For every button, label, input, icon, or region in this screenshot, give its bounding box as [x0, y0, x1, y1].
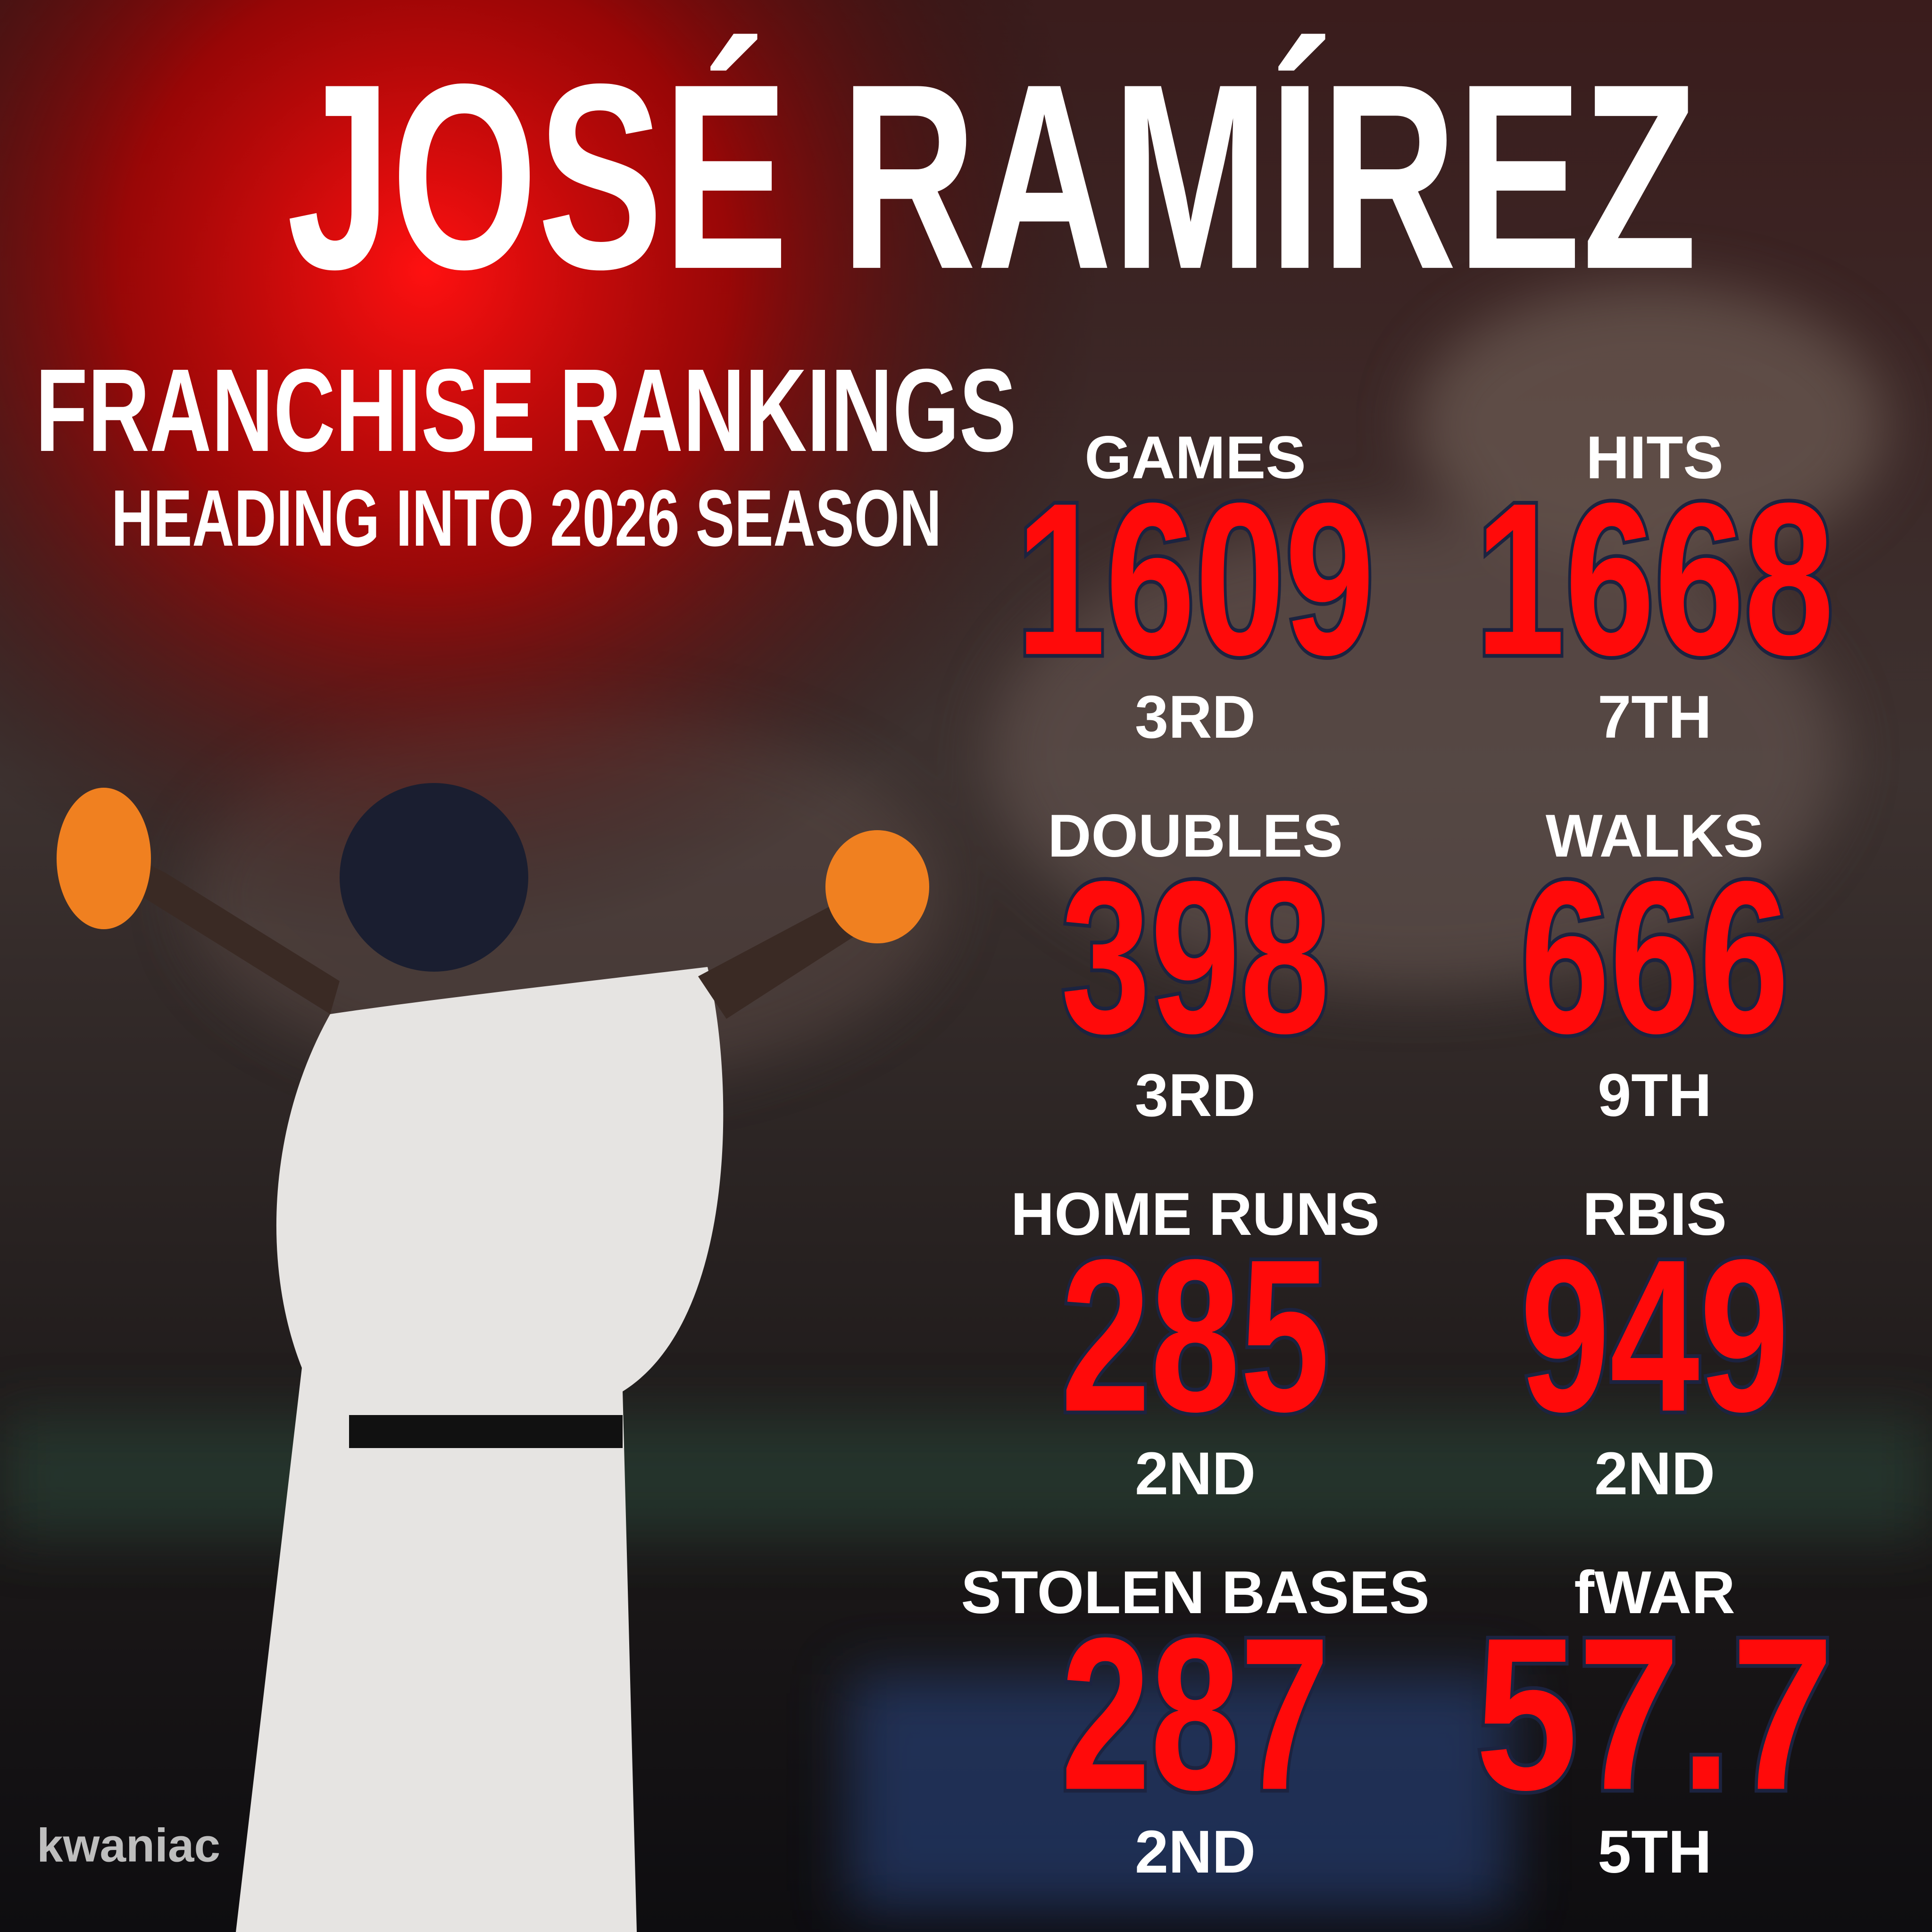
stat-rank: 7TH [1598, 683, 1712, 751]
tagline: HEADING INTO 2026 SEASON [111, 474, 941, 563]
stat-rank: 2ND [1135, 1440, 1256, 1507]
stat-value: 1668 [1475, 458, 1834, 700]
stat-value: 666 [1520, 837, 1789, 1079]
stat-label: WALKS [1546, 802, 1764, 870]
stat-label: STOLEN BASES [961, 1559, 1429, 1626]
stat-value: 398 [1061, 837, 1330, 1079]
stat-value: 949 [1520, 1215, 1789, 1457]
stat-rank: 2ND [1594, 1440, 1715, 1507]
stat-rank: 5TH [1598, 1818, 1712, 1886]
stat-label: HOME RUNS [1011, 1181, 1380, 1248]
player-silhouette [57, 783, 929, 1932]
stat-rank: 9TH [1598, 1062, 1712, 1129]
stat-label: DOUBLES [1048, 802, 1343, 870]
stat-rank: 2ND [1135, 1818, 1256, 1886]
subtitle: FRANCHISE RANKINGS [35, 344, 1016, 476]
stat-rank: 3RD [1135, 1062, 1256, 1129]
stat-value: 285 [1061, 1215, 1330, 1457]
stat-label: HITS [1586, 424, 1724, 491]
stat-value: 57.7 [1475, 1593, 1834, 1835]
stat-label: GAMES [1084, 424, 1306, 491]
stat-label: fWAR [1574, 1559, 1735, 1626]
title: JOSÉ RAMÍREZ [287, 29, 1697, 324]
watermark: kwaniac [37, 1819, 220, 1872]
stat-rank: 3RD [1135, 683, 1256, 751]
stat-value: 1609 [1016, 458, 1374, 700]
stat-label: RBIS [1582, 1181, 1727, 1248]
stat-value: 287 [1061, 1593, 1330, 1835]
